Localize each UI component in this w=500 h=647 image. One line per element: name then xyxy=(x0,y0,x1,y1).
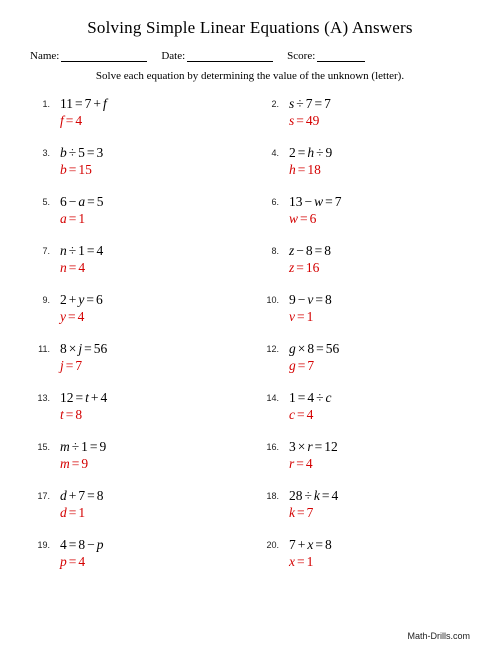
problem-number: 3. xyxy=(34,145,50,158)
equation: b÷5=3 xyxy=(60,145,103,161)
answer: z=16 xyxy=(289,260,331,276)
problem: 13. 12=t+4t=8 xyxy=(34,390,237,423)
equation: n÷1=4 xyxy=(60,243,103,259)
equation: z−8=8 xyxy=(289,243,331,259)
equation: s÷7=7 xyxy=(289,96,331,112)
answer: m=9 xyxy=(60,456,106,472)
problem-number: 16. xyxy=(263,439,279,452)
problem: 12. g×8=56g=7 xyxy=(263,341,466,374)
answer: v=1 xyxy=(289,309,332,325)
equation: 1=4÷c xyxy=(289,390,332,406)
problem-number: 5. xyxy=(34,194,50,207)
equation: 13−w=7 xyxy=(289,194,342,210)
problem: 14. 1=4÷cc=4 xyxy=(263,390,466,423)
score-field: Score: xyxy=(287,50,365,62)
problem-number: 11. xyxy=(34,341,50,354)
footer: Math-Drills.com xyxy=(407,631,470,641)
score-line xyxy=(317,50,365,62)
answer: t=8 xyxy=(60,407,107,423)
problem: 17. d+7=8d=1 xyxy=(34,488,237,521)
problem-number: 4. xyxy=(263,145,279,158)
answer: k=7 xyxy=(289,505,338,521)
answer: f=4 xyxy=(60,113,107,129)
problem-number: 1. xyxy=(34,96,50,109)
equation: 12=t+4 xyxy=(60,390,107,406)
problem: 1. 11=7+ff=4 xyxy=(34,96,237,129)
problem: 8. z−8=8z=16 xyxy=(263,243,466,276)
equation: 6−a=5 xyxy=(60,194,104,210)
equation: 2+y=6 xyxy=(60,292,103,308)
date-field: Date: xyxy=(161,50,273,62)
answer: j=7 xyxy=(60,358,107,374)
equation: 7+x=8 xyxy=(289,537,332,553)
problem: 3. b÷5=3b=15 xyxy=(34,145,237,178)
answer: p=4 xyxy=(60,554,104,570)
equation: 11=7+f xyxy=(60,96,107,112)
problem: 10. 9−v=8v=1 xyxy=(263,292,466,325)
problem-number: 2. xyxy=(263,96,279,109)
date-label: Date: xyxy=(161,50,185,62)
problem: 2. s÷7=7s=49 xyxy=(263,96,466,129)
problem: 19. 4=8−pp=4 xyxy=(34,537,237,570)
problem-number: 9. xyxy=(34,292,50,305)
problem: 20. 7+x=8x=1 xyxy=(263,537,466,570)
problem: 6. 13−w=7w=6 xyxy=(263,194,466,227)
header-row: Name: Date: Score: xyxy=(30,50,470,62)
problem-number: 19. xyxy=(34,537,50,550)
equation: m÷1=9 xyxy=(60,439,106,455)
name-label: Name: xyxy=(30,50,59,62)
problem: 16. 3×r=12r=4 xyxy=(263,439,466,472)
score-label: Score: xyxy=(287,50,315,62)
equation: 28÷k=4 xyxy=(289,488,338,504)
answer: d=1 xyxy=(60,505,104,521)
equation: g×8=56 xyxy=(289,341,339,357)
equation: 9−v=8 xyxy=(289,292,332,308)
problem: 11. 8×j=56j=7 xyxy=(34,341,237,374)
answer: g=7 xyxy=(289,358,339,374)
answer: h=18 xyxy=(289,162,332,178)
equation: d+7=8 xyxy=(60,488,104,504)
problem-number: 7. xyxy=(34,243,50,256)
problem: 5. 6−a=5a=1 xyxy=(34,194,237,227)
equation: 4=8−p xyxy=(60,537,104,553)
problem-number: 12. xyxy=(263,341,279,354)
problem-number: 10. xyxy=(263,292,279,305)
equation: 2=h÷9 xyxy=(289,145,332,161)
problem-number: 14. xyxy=(263,390,279,403)
answer: w=6 xyxy=(289,211,342,227)
problem: 4. 2=h÷9h=18 xyxy=(263,145,466,178)
problem-number: 8. xyxy=(263,243,279,256)
answer: x=1 xyxy=(289,554,332,570)
problem: 18. 28÷k=4k=7 xyxy=(263,488,466,521)
name-line xyxy=(61,50,147,62)
equation: 3×r=12 xyxy=(289,439,338,455)
problem-number: 15. xyxy=(34,439,50,452)
problem: 15. m÷1=9m=9 xyxy=(34,439,237,472)
answer: r=4 xyxy=(289,456,338,472)
equation: 8×j=56 xyxy=(60,341,107,357)
problems-grid: 1. 11=7+ff=4 2. s÷7=7s=49 3. b÷5=3b=15 4. 2=h÷9… xyxy=(30,96,470,570)
answer: y=4 xyxy=(60,309,103,325)
problem-number: 13. xyxy=(34,390,50,403)
answer: c=4 xyxy=(289,407,332,423)
problem-number: 18. xyxy=(263,488,279,501)
answer: b=15 xyxy=(60,162,103,178)
problem-number: 17. xyxy=(34,488,50,501)
page-title: Solving Simple Linear Equations (A) Answ… xyxy=(30,18,470,38)
answer: s=49 xyxy=(289,113,331,129)
instruction: Solve each equation by determining the v… xyxy=(30,70,470,82)
answer: a=1 xyxy=(60,211,104,227)
problem-number: 6. xyxy=(263,194,279,207)
problem: 9. 2+y=6y=4 xyxy=(34,292,237,325)
name-field: Name: xyxy=(30,50,147,62)
problem: 7. n÷1=4n=4 xyxy=(34,243,237,276)
problem-number: 20. xyxy=(263,537,279,550)
answer: n=4 xyxy=(60,260,103,276)
date-line xyxy=(187,50,273,62)
